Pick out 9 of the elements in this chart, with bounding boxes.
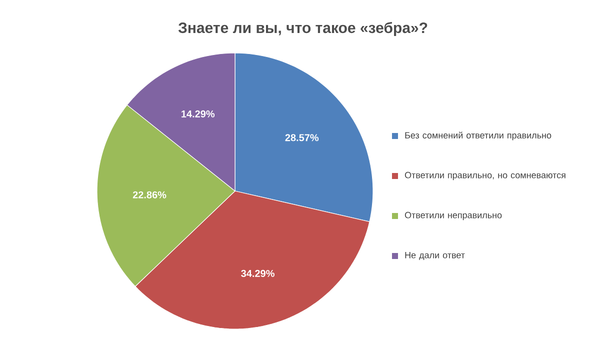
legend-label: Ответили правильно, но сомневаются <box>404 172 566 180</box>
data-label: 34.29% <box>241 270 274 278</box>
data-label: 22.86% <box>132 191 166 198</box>
legend-label: Не дали ответ <box>405 252 465 260</box>
data-label: 28.57% <box>285 134 319 142</box>
chart-title: Знаете ли вы, что такое «зебра»? <box>178 22 428 36</box>
data-label: 14.29% <box>182 110 215 118</box>
legend-label: Ответили неправильно <box>404 212 502 220</box>
legend-label: Без сомнений ответили правильно <box>405 132 552 140</box>
